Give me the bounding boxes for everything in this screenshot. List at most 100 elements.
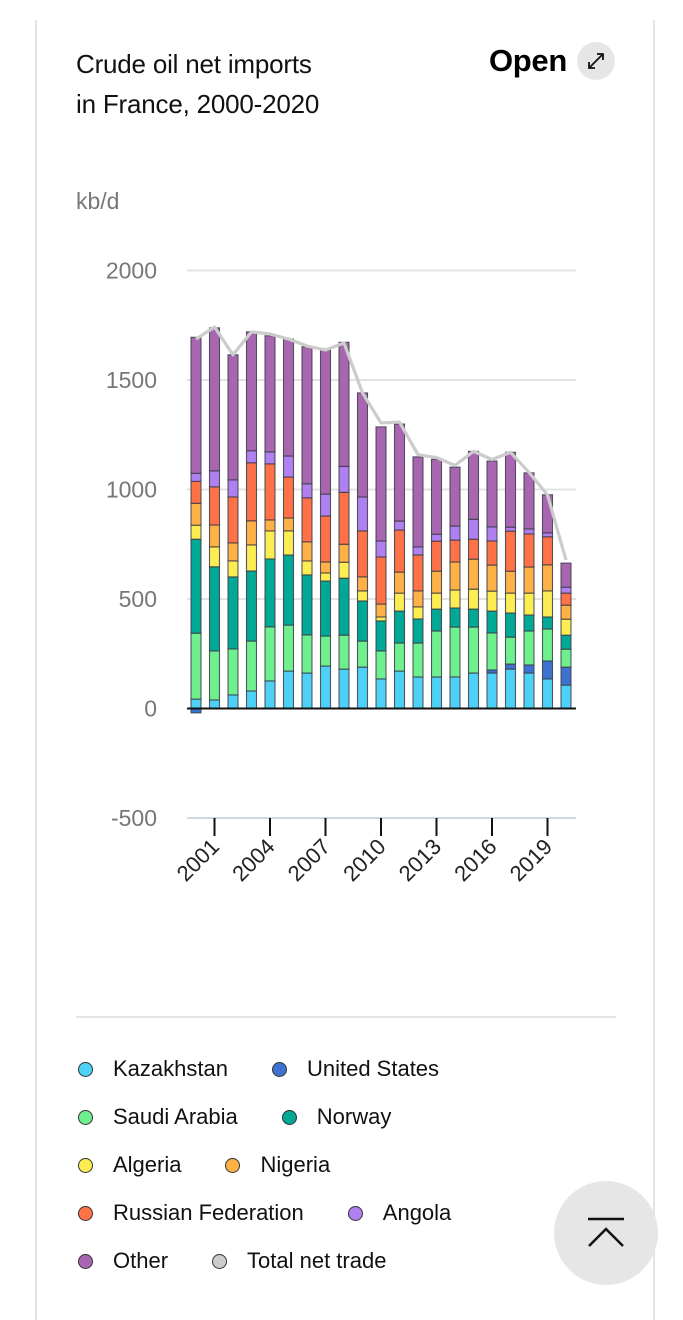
- bar-segment-other[interactable]: [467, 450, 480, 520]
- bar-stack-2005[interactable]: [282, 338, 295, 710]
- bar-segment-saudi-arabia[interactable]: [523, 630, 535, 666]
- bar-segment-russian-federation[interactable]: [301, 497, 313, 543]
- bar-segment-russian-federation[interactable]: [560, 592, 572, 606]
- bar-stack-2000[interactable]: [190, 336, 202, 714]
- bar-segment-saudi-arabia[interactable]: [282, 624, 295, 672]
- bar-stack-2018[interactable]: [523, 472, 535, 710]
- bar-segment-nigeria[interactable]: [301, 541, 313, 562]
- bar-segment-russian-federation[interactable]: [227, 496, 239, 544]
- bar-stack-2006[interactable]: [301, 346, 313, 710]
- bar-segment-other[interactable]: [319, 349, 332, 495]
- bar-segment-kazakhstan[interactable]: [375, 678, 387, 710]
- bar-segment-nigeria[interactable]: [541, 564, 554, 592]
- bar-segment-kazakhstan[interactable]: [393, 670, 406, 710]
- bar-segment-kazakhstan[interactable]: [227, 694, 239, 710]
- bar-segment-norway[interactable]: [245, 570, 258, 642]
- bar-segment-saudi-arabia[interactable]: [264, 626, 276, 682]
- bar-stack-2019[interactable]: [541, 494, 554, 710]
- bar-segment-kazakhstan[interactable]: [338, 668, 350, 710]
- bar-segment-algeria[interactable]: [319, 572, 332, 582]
- bar-segment-russian-federation[interactable]: [245, 462, 258, 522]
- bar-segment-algeria[interactable]: [486, 590, 498, 612]
- legend-item-norway[interactable]: Norway: [280, 1104, 391, 1130]
- bar-segment-saudi-arabia[interactable]: [375, 650, 387, 680]
- bar-segment-united-states[interactable]: [523, 664, 535, 674]
- bar-segment-algeria[interactable]: [504, 592, 517, 614]
- bar-segment-russian-federation[interactable]: [486, 540, 498, 566]
- bar-stack-2007[interactable]: [319, 349, 332, 710]
- bar-segment-nigeria[interactable]: [319, 561, 332, 574]
- bar-segment-saudi-arabia[interactable]: [430, 630, 443, 678]
- bar-segment-russian-federation[interactable]: [264, 463, 276, 521]
- bar-segment-algeria[interactable]: [264, 530, 276, 560]
- bar-stack-2015[interactable]: [467, 450, 480, 710]
- bar-segment-saudi-arabia[interactable]: [393, 642, 406, 672]
- bar-segment-other[interactable]: [430, 458, 443, 535]
- bar-segment-united-states[interactable]: [560, 666, 572, 686]
- bar-segment-angola[interactable]: [486, 526, 498, 542]
- bar-segment-algeria[interactable]: [245, 544, 258, 572]
- bar-segment-algeria[interactable]: [560, 618, 572, 636]
- legend-item-angola[interactable]: Angola: [346, 1200, 451, 1226]
- bar-segment-algeria[interactable]: [338, 561, 350, 579]
- bar-segment-nigeria[interactable]: [227, 542, 239, 562]
- bar-segment-angola[interactable]: [560, 586, 572, 594]
- bar-segment-nigeria[interactable]: [375, 603, 387, 618]
- bar-segment-norway[interactable]: [338, 577, 350, 636]
- bar-segment-russian-federation[interactable]: [375, 556, 387, 605]
- bar-segment-other[interactable]: [523, 472, 535, 530]
- bar-segment-other[interactable]: [208, 327, 221, 472]
- bar-segment-nigeria[interactable]: [208, 524, 221, 548]
- bar-stack-2016[interactable]: [486, 460, 498, 710]
- bar-segment-kazakhstan[interactable]: [560, 684, 572, 710]
- bar-segment-kazakhstan[interactable]: [412, 676, 424, 710]
- bar-segment-united-states[interactable]: [504, 663, 517, 670]
- bar-segment-kazakhstan[interactable]: [504, 668, 517, 710]
- bar-segment-saudi-arabia[interactable]: [245, 640, 258, 692]
- bar-segment-other[interactable]: [264, 335, 276, 453]
- bar-segment-nigeria[interactable]: [245, 520, 258, 546]
- bar-segment-nigeria[interactable]: [523, 566, 535, 594]
- bar-segment-norway[interactable]: [449, 607, 461, 628]
- bar-segment-norway[interactable]: [356, 600, 369, 642]
- total-net-trade-line[interactable]: [195, 325, 568, 561]
- bar-stack-2008[interactable]: [338, 341, 350, 710]
- bar-segment-russian-federation[interactable]: [449, 539, 461, 563]
- bar-segment-nigeria[interactable]: [504, 570, 517, 594]
- bar-segment-algeria[interactable]: [227, 560, 239, 578]
- bar-segment-nigeria[interactable]: [282, 517, 295, 532]
- bar-segment-kazakhstan[interactable]: [319, 665, 332, 710]
- bar-segment-nigeria[interactable]: [430, 570, 443, 594]
- bar-segment-other[interactable]: [356, 392, 369, 498]
- bar-segment-angola[interactable]: [264, 451, 276, 465]
- bar-segment-algeria[interactable]: [301, 560, 313, 576]
- bar-segment-kazakhstan[interactable]: [208, 699, 221, 710]
- legend-item-total-net-trade[interactable]: Total net trade: [210, 1248, 386, 1274]
- bar-segment-angola[interactable]: [523, 528, 535, 535]
- bar-segment-angola[interactable]: [375, 540, 387, 558]
- bar-segment-kazakhstan[interactable]: [541, 678, 554, 710]
- bar-stack-2011[interactable]: [393, 423, 406, 710]
- legend-item-kazakhstan[interactable]: Kazakhstan: [76, 1056, 228, 1082]
- bar-segment-norway[interactable]: [412, 618, 424, 644]
- bar-segment-other[interactable]: [486, 460, 498, 528]
- bar-segment-other[interactable]: [504, 451, 517, 528]
- bar-segment-norway[interactable]: [208, 566, 221, 652]
- bar-segment-nigeria[interactable]: [264, 519, 276, 532]
- bar-segment-norway[interactable]: [541, 616, 554, 630]
- bar-segment-kazakhstan[interactable]: [467, 672, 480, 710]
- bar-segment-russian-federation[interactable]: [523, 533, 535, 568]
- bar-segment-nigeria[interactable]: [467, 558, 480, 590]
- bar-segment-kazakhstan[interactable]: [301, 672, 313, 710]
- bar-segment-russian-federation[interactable]: [208, 486, 221, 526]
- bar-segment-nigeria[interactable]: [393, 571, 406, 594]
- bar-segment-angola[interactable]: [338, 465, 350, 493]
- bar-segment-saudi-arabia[interactable]: [190, 632, 202, 700]
- bar-stack-2013[interactable]: [430, 458, 443, 710]
- bar-segment-algeria[interactable]: [467, 588, 480, 610]
- bar-segment-angola[interactable]: [467, 518, 480, 540]
- bar-segment-russian-federation[interactable]: [430, 540, 443, 572]
- bar-segment-norway[interactable]: [301, 574, 313, 636]
- bar-segment-angola[interactable]: [449, 525, 461, 541]
- bar-stack-2017[interactable]: [504, 451, 517, 710]
